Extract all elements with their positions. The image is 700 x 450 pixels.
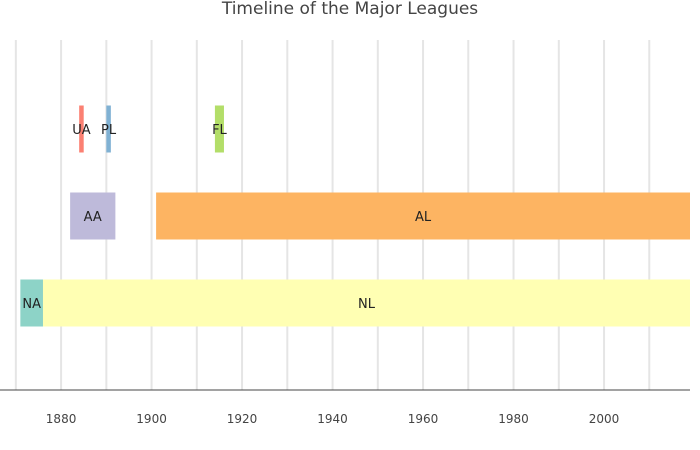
x-tick-1900: 1900: [136, 412, 167, 426]
bar-pl: [106, 105, 111, 153]
x-tick-1920: 1920: [227, 412, 258, 426]
bar-ua: [79, 105, 84, 153]
x-tick-1960: 1960: [408, 412, 439, 426]
bar-al: [156, 192, 690, 240]
x-tick-1980: 1980: [498, 412, 529, 426]
bar-fl: [214, 105, 224, 153]
bar-na: [20, 279, 43, 327]
bar-label-na: NA: [22, 297, 41, 312]
x-tick-1940: 1940: [317, 412, 348, 426]
bar-label-fl: FL: [212, 123, 227, 138]
bar-label-ua: UA: [72, 123, 91, 138]
bar-label-nl: NL: [358, 297, 376, 312]
bar-label-al: AL: [415, 210, 432, 225]
x-tick-labels: 1880 1900 1920 1940 1960 1980 2000: [46, 412, 619, 426]
bar-aa: [70, 192, 116, 240]
chart-title: Timeline of the Major Leagues: [221, 0, 478, 19]
bar-nl: [42, 279, 691, 327]
bar-label-aa: AA: [84, 210, 102, 225]
x-tick-2000: 2000: [589, 412, 620, 426]
x-tick-1880: 1880: [46, 412, 77, 426]
bar-label-pl: PL: [101, 123, 117, 138]
bars: NA NL AA AL UA PL FL: [20, 105, 691, 327]
